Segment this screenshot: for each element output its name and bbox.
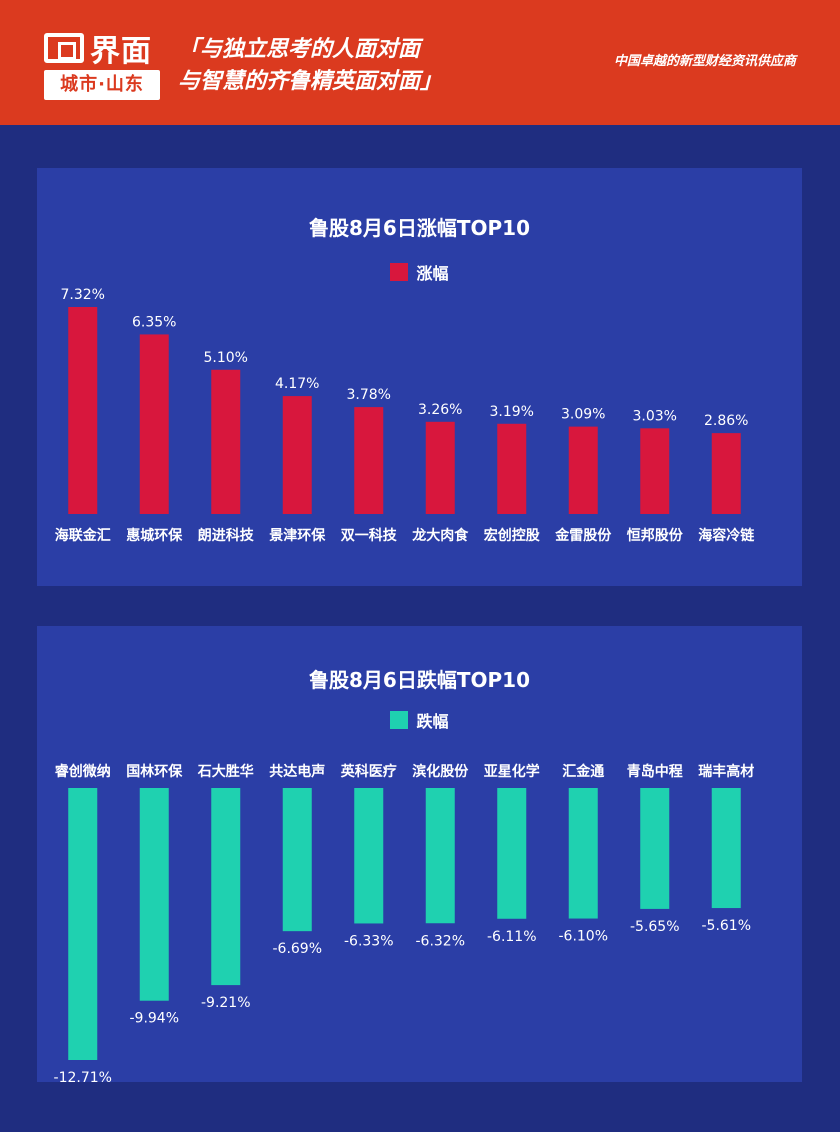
fall-value-label: -5.61% bbox=[701, 918, 751, 934]
rise-category-label: 双一科技 bbox=[341, 527, 398, 544]
rise-value-label: 5.10% bbox=[204, 350, 248, 366]
rise-category-label: 龙大肉食 bbox=[411, 527, 469, 544]
fall-category-label: 英科医疗 bbox=[340, 763, 397, 780]
fall-bar bbox=[568, 788, 598, 919]
rise-value-label: 3.09% bbox=[561, 407, 605, 423]
rise-bar bbox=[497, 423, 527, 514]
rise-bar bbox=[211, 369, 241, 514]
fall-value-label: -5.65% bbox=[630, 919, 680, 935]
fall-chart-panel: 鲁股8月6日跌幅TOP10 跌幅 -12.71% 睿创微纳 -9.94% 国林环保 -9… bbox=[37, 626, 802, 1082]
fall-bar bbox=[211, 788, 241, 986]
rise-legend-label: 涨幅 bbox=[416, 264, 449, 283]
fall-category-label: 睿创微纳 bbox=[54, 763, 111, 780]
fall-bar bbox=[711, 788, 741, 909]
fall-bar bbox=[282, 788, 312, 932]
fall-value-label: -12.71% bbox=[54, 1070, 112, 1082]
rise-bar bbox=[68, 307, 98, 514]
fall-chart-title: 鲁股8月6日跌幅TOP10 bbox=[309, 668, 530, 692]
fall-category-label: 滨化股份 bbox=[412, 763, 469, 780]
logo-name: 界面 bbox=[90, 34, 152, 69]
rise-category-label: 朗进科技 bbox=[198, 527, 255, 544]
fall-bar bbox=[425, 788, 455, 924]
brand-logo: 界面 城市·山东 bbox=[44, 30, 160, 100]
rise-value-label: 4.17% bbox=[275, 376, 319, 392]
rise-bar bbox=[139, 334, 169, 514]
fall-legend-swatch bbox=[390, 711, 409, 729]
rise-category-label: 宏创控股 bbox=[484, 527, 541, 544]
fall-bar bbox=[354, 788, 384, 924]
logo-mark-icon bbox=[44, 33, 84, 63]
fall-category-label: 国林环保 bbox=[126, 763, 183, 780]
fall-category-label: 汇金通 bbox=[562, 763, 604, 780]
rise-value-label: 3.03% bbox=[633, 408, 677, 424]
rise-value-label: 3.78% bbox=[347, 387, 391, 403]
fall-value-label: -9.21% bbox=[201, 995, 251, 1011]
fall-value-label: -6.69% bbox=[272, 941, 322, 957]
fall-value-label: -6.32% bbox=[415, 933, 465, 949]
rise-value-label: 6.35% bbox=[132, 314, 176, 330]
fall-bar bbox=[640, 788, 670, 909]
rise-bar bbox=[282, 396, 312, 514]
rise-category-label: 惠城环保 bbox=[126, 527, 183, 544]
fall-chart-plot: -12.71% 睿创微纳 -9.94% 国林环保 -9.21% 石大胜华 -6.69% 共达电… bbox=[54, 763, 755, 1082]
rise-bar bbox=[640, 428, 670, 514]
rise-value-label: 7.32% bbox=[61, 287, 105, 303]
fall-category-label: 石大胜华 bbox=[197, 763, 254, 780]
rise-chart-panel: 鲁股8月6日涨幅TOP10 涨幅 7.32% 海联金汇 6.35% 惠城环保 5.10%… bbox=[37, 168, 802, 586]
rise-category-label: 恒邦股份 bbox=[627, 527, 684, 544]
rise-value-label: 2.86% bbox=[704, 413, 748, 429]
fall-category-label: 亚星化学 bbox=[484, 763, 540, 780]
page-header: 界面 城市·山东 「与独立思考的人面对面 与智慧的齐鲁精英面对面」 中国卓越的新… bbox=[0, 0, 840, 125]
slogan: 「与独立思考的人面对面 与智慧的齐鲁精英面对面」 bbox=[178, 34, 442, 98]
rise-category-label: 海联金汇 bbox=[55, 527, 111, 544]
fall-category-label: 青岛中程 bbox=[627, 763, 683, 780]
fall-bar bbox=[139, 788, 169, 1001]
rise-chart-legend: 涨幅 bbox=[37, 260, 802, 284]
fall-chart-legend: 跌幅 bbox=[37, 708, 802, 732]
rise-value-label: 3.26% bbox=[418, 402, 462, 418]
fall-bar bbox=[68, 788, 98, 1060]
slogan-line-1: 「与独立思考的人面对面 bbox=[178, 37, 421, 62]
rise-category-label: 金雷股份 bbox=[554, 527, 612, 544]
rise-bar bbox=[354, 407, 384, 514]
rise-bar bbox=[711, 433, 741, 514]
fall-legend-label: 跌幅 bbox=[416, 712, 449, 731]
rise-category-label: 海容冷链 bbox=[698, 527, 755, 544]
rise-value-label: 3.19% bbox=[490, 404, 534, 420]
logo-subtitle: 城市·山东 bbox=[44, 70, 160, 100]
fall-category-label: 瑞丰高材 bbox=[698, 763, 754, 780]
rise-bar bbox=[425, 421, 455, 514]
tagline: 中国卓越的新型财经资讯供应商 bbox=[613, 54, 796, 69]
rise-legend-swatch bbox=[390, 263, 409, 281]
slogan-line-2: 与智慧的齐鲁精英面对面」 bbox=[178, 69, 443, 94]
rise-category-label: 景津环保 bbox=[269, 527, 326, 544]
fall-bar bbox=[497, 788, 527, 919]
rise-bar bbox=[568, 426, 598, 514]
fall-value-label: -9.94% bbox=[129, 1011, 179, 1027]
fall-value-label: -6.33% bbox=[344, 933, 394, 949]
fall-value-label: -6.10% bbox=[558, 929, 608, 945]
fall-category-label: 共达电声 bbox=[269, 763, 325, 780]
fall-value-label: -6.11% bbox=[487, 929, 537, 945]
rise-chart-plot: 7.32% 海联金汇 6.35% 惠城环保 5.10% 朗进科技 4.17% 景津环保 3.78… bbox=[55, 287, 755, 544]
rise-chart-title: 鲁股8月6日涨幅TOP10 bbox=[309, 216, 530, 240]
